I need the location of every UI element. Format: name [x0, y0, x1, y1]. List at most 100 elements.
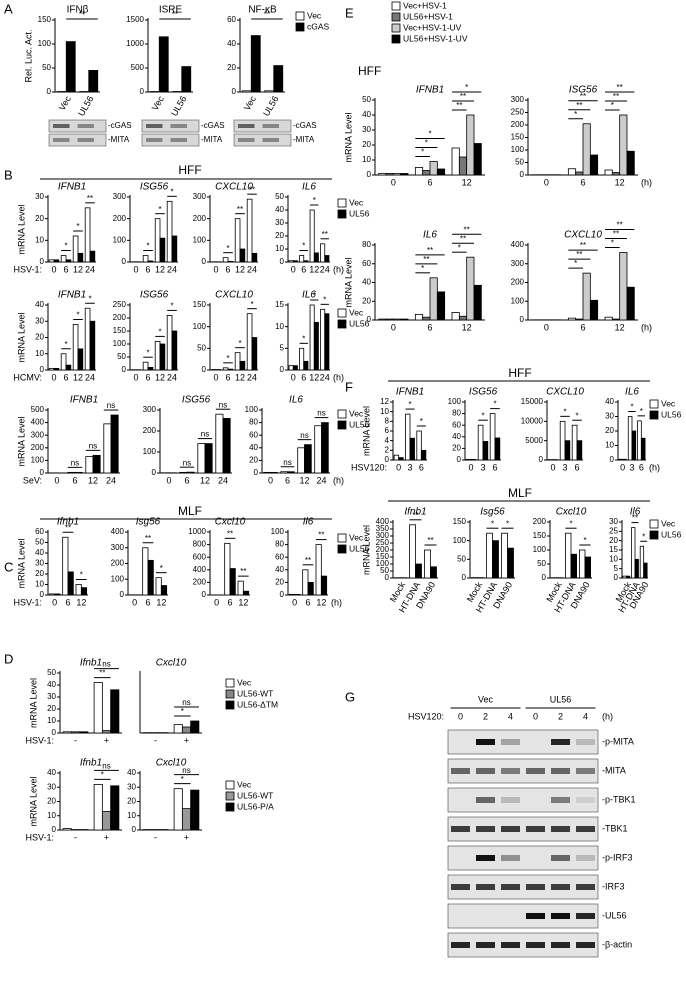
- sig-label: *: [630, 403, 633, 412]
- x-tick-label: 0: [620, 462, 625, 472]
- bar: [393, 454, 400, 461]
- sig-label: *: [583, 536, 586, 545]
- x-tick-label: -: [74, 832, 77, 842]
- sig-label: *: [181, 707, 184, 716]
- bar: [416, 430, 422, 461]
- bar: [103, 423, 112, 474]
- sig-label: *: [458, 243, 461, 252]
- y-tick-label: 30: [47, 782, 56, 791]
- blot-band: [551, 739, 570, 745]
- y-tick-label: 20: [35, 569, 44, 578]
- panel-label: B: [4, 167, 13, 182]
- y-tick-label: 0: [202, 365, 207, 374]
- y-axis-label: mRNA Level: [361, 525, 371, 575]
- y-tick-label: 200: [511, 278, 525, 287]
- bar: [288, 260, 294, 263]
- blot-band: [576, 739, 595, 745]
- legend-label: Vec: [349, 408, 364, 418]
- y-tick-label: 40: [47, 680, 56, 689]
- bar: [314, 425, 322, 474]
- x-tick-label: 0: [132, 597, 137, 607]
- bar: [324, 255, 330, 263]
- legend-label: UL56: [349, 419, 370, 429]
- bar: [142, 361, 149, 371]
- sig-label: **: [613, 92, 619, 101]
- bar: [222, 367, 229, 371]
- x-tick-label: +: [104, 832, 109, 842]
- blot-band: [551, 797, 570, 803]
- y-tick-label: 200: [511, 120, 525, 129]
- bar: [288, 365, 294, 371]
- y-tick-label: 200: [533, 517, 547, 526]
- blot-label: -IRF3: [602, 881, 625, 891]
- x-tick-label: 0: [133, 264, 138, 274]
- blot-band: [238, 138, 255, 142]
- chart-title: CXCL10: [546, 387, 584, 398]
- x-tick-label: 0: [213, 372, 218, 382]
- legend-swatch: [295, 11, 305, 21]
- x-tick-label: 12: [155, 372, 165, 382]
- x-prefix: SeV:: [23, 475, 42, 485]
- sig-label: ns: [183, 458, 191, 467]
- y-tick-label: 10: [35, 235, 44, 244]
- y-tick-label: 150: [453, 517, 467, 526]
- y-tick-label: 200: [113, 313, 127, 322]
- sig-label: *: [421, 264, 424, 273]
- sig-label: **: [427, 246, 433, 255]
- x-tick-label: 0: [133, 372, 138, 382]
- blot-band: [77, 124, 94, 128]
- bar: [80, 587, 88, 596]
- y-tick-label: 400: [376, 517, 390, 526]
- blot-label: -p-IRF3: [602, 852, 633, 862]
- chart-title: IFNB1: [396, 387, 424, 398]
- bar: [292, 260, 298, 263]
- sig-label: *: [574, 259, 577, 268]
- bar: [222, 257, 229, 263]
- chart-title: Cxcl10: [156, 658, 187, 669]
- x-tick-label: 24: [106, 475, 116, 485]
- legend-swatch: [649, 519, 659, 529]
- y-tick-label: 50: [47, 668, 56, 677]
- y-tick-label: 50: [197, 343, 206, 352]
- bar: [604, 316, 613, 321]
- bar: [92, 454, 101, 474]
- bar: [110, 414, 119, 474]
- x-tick-label: 6: [574, 462, 579, 472]
- y-tick-label: 5: [614, 564, 619, 573]
- x-tick-label: 0: [544, 177, 549, 187]
- section-header: HFF: [178, 163, 201, 177]
- panel-label: F: [345, 379, 353, 394]
- legend-swatch: [649, 399, 659, 409]
- x-tick-label: 6: [184, 475, 189, 485]
- y-tick-label: 0: [52, 728, 57, 737]
- y-tick-label: 100: [448, 397, 462, 406]
- legend-label: UL56+HSV-1-UV: [403, 33, 468, 43]
- x-tick-label: 6: [145, 597, 150, 607]
- x-prefix: HSV-1:: [13, 264, 42, 274]
- blot-band: [53, 124, 70, 128]
- sig-label: ns: [71, 458, 79, 467]
- y-tick-label: 10: [609, 554, 618, 563]
- y-tick-label: 100: [38, 39, 52, 48]
- y-tick-label: 100: [271, 527, 285, 536]
- bar: [625, 575, 631, 579]
- sig-label: *: [146, 348, 149, 357]
- sig-label: *: [170, 187, 173, 196]
- bar: [239, 248, 246, 263]
- bar: [465, 459, 472, 461]
- chart-title: Ifnb1: [80, 658, 102, 669]
- bar: [263, 471, 271, 474]
- bar: [181, 66, 192, 93]
- group-label: UL56: [550, 694, 572, 704]
- blot-band: [551, 855, 570, 861]
- sig-label: ns: [201, 430, 209, 439]
- sig-label: *: [491, 519, 494, 528]
- y-tick-label: 0: [202, 257, 207, 266]
- blot-band: [476, 855, 495, 861]
- y-tick-label: 40: [275, 205, 284, 214]
- legend-swatch: [649, 530, 659, 540]
- bar: [48, 593, 56, 596]
- x-prefix: HSV-1:: [25, 735, 54, 745]
- legend-swatch: [391, 23, 401, 33]
- y-tick-label: 50: [515, 158, 524, 167]
